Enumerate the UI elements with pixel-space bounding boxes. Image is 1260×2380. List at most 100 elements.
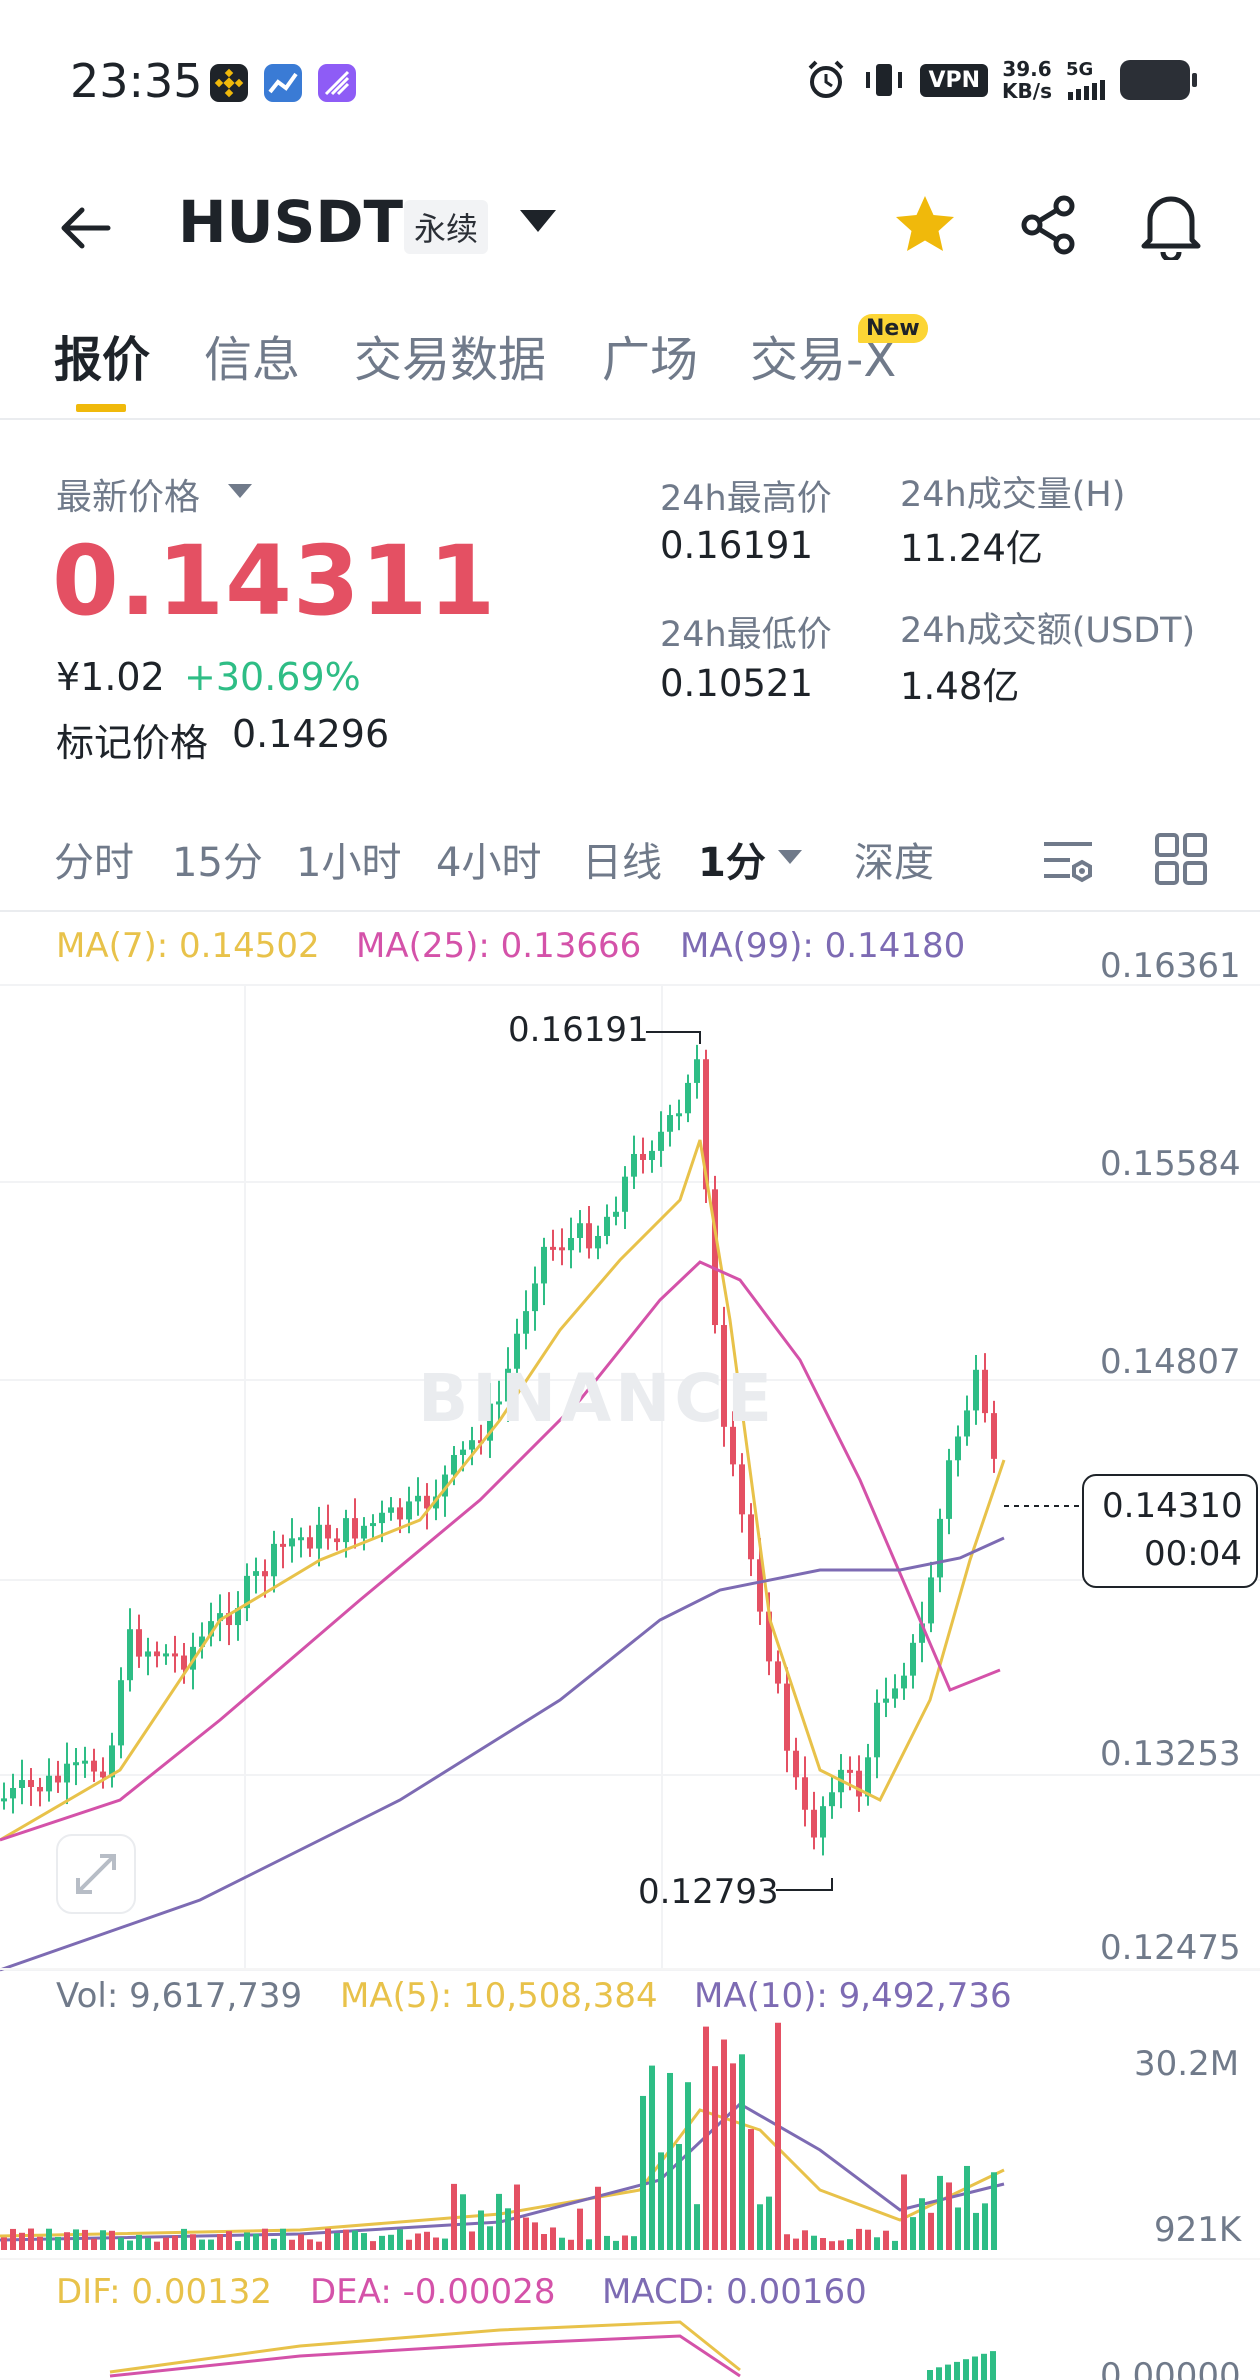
candle-body [307, 1537, 313, 1549]
candle-body [523, 1311, 529, 1334]
favorite-star-icon[interactable] [892, 192, 958, 258]
symbol-title[interactable]: HUSDT [178, 188, 404, 256]
volume-bar [343, 2229, 349, 2250]
candle-body [874, 1702, 880, 1758]
expand-chart-icon[interactable] [56, 1834, 136, 1914]
ma99-legend: MA(99): 0.14180 [680, 926, 966, 966]
tab-info[interactable]: 信息 [204, 332, 301, 388]
candle-body [829, 1792, 835, 1807]
macd-histogram-bar [945, 2364, 951, 2380]
volume-bar [847, 2239, 853, 2250]
volume-bar [982, 2203, 988, 2250]
candle-body [802, 1777, 808, 1810]
volume-bar [613, 2240, 619, 2250]
interval-15m[interactable]: 15分 [172, 840, 263, 886]
volume-bar [658, 2152, 664, 2250]
volume-ma10-line [0, 2102, 1005, 2242]
candle-body [352, 1518, 358, 1539]
tab-trading-data[interactable]: 交易数据 [354, 332, 547, 388]
notification-bell-icon[interactable] [1138, 190, 1204, 260]
interval-depth[interactable]: 深度 [854, 840, 934, 886]
candle-body [991, 1413, 997, 1459]
macd-histogram-bar [963, 2359, 969, 2380]
last-price-label[interactable]: 最新价格 [56, 477, 201, 518]
candle-body [109, 1745, 115, 1778]
chart-settings-icon[interactable] [1040, 832, 1096, 888]
volume-bar [631, 2236, 637, 2250]
volume-bar [676, 2144, 682, 2250]
volume-bar [622, 2235, 628, 2250]
interval-4h[interactable]: 4小时 [436, 840, 542, 886]
candle-body [46, 1775, 52, 1792]
candle-body [181, 1655, 187, 1670]
macd-lines [109, 2320, 996, 2380]
macd-y-tick: 0.00000 [1100, 2356, 1241, 2380]
volume-bar [253, 2233, 259, 2250]
candle-body [136, 1629, 142, 1657]
volume-bar [703, 2026, 709, 2250]
interval-1m[interactable]: 1分 [698, 840, 766, 886]
status-indicators: VPN 39.6 KB/s 5G [804, 58, 1197, 102]
volume-bar [541, 2234, 547, 2250]
tab-quote[interactable]: 报价 [54, 332, 151, 388]
candle-body [235, 1608, 241, 1626]
candle-body [946, 1460, 952, 1519]
volume-bar [361, 2233, 367, 2250]
layout-grid-icon[interactable] [1154, 832, 1208, 886]
interval-line[interactable]: 分时 [54, 840, 134, 886]
back-arrow-icon[interactable] [56, 198, 116, 258]
candle-body [559, 1247, 565, 1251]
symbol-dropdown-icon[interactable] [520, 210, 556, 234]
volume-bar [505, 2208, 511, 2250]
candle-body [118, 1680, 124, 1746]
ma25-legend: MA(25): 0.13666 [356, 926, 642, 966]
volume-bar [289, 2239, 295, 2250]
candle-body [415, 1495, 421, 1502]
vibrate-icon [866, 64, 903, 96]
macd-histogram-bar [936, 2367, 942, 2380]
macd-dif-line [109, 2320, 741, 2374]
volume-bar [451, 2183, 457, 2250]
candle-body [82, 1760, 88, 1764]
current-price-tag[interactable]: 0.14310 00:04 [1082, 1474, 1258, 1588]
volume-bar [712, 2066, 718, 2250]
candle-body [631, 1153, 637, 1177]
volume-bar [856, 2228, 862, 2250]
volume-bars [1, 2022, 997, 2250]
tab-square[interactable]: 广场 [602, 332, 699, 388]
candle-body [145, 1651, 151, 1657]
candle-body [676, 1113, 682, 1117]
candle-body [622, 1176, 628, 1212]
volume-bar [82, 2229, 88, 2250]
candle-body [343, 1518, 349, 1543]
candle-body [586, 1223, 592, 1249]
volume-bar [721, 2039, 727, 2250]
volume-bar [271, 2238, 277, 2250]
price-type-dropdown-icon[interactable] [228, 484, 252, 500]
volume-bar [694, 2204, 700, 2250]
interval-dropdown-icon[interactable] [778, 850, 802, 866]
volume-bar [973, 2212, 979, 2250]
candle-body [55, 1775, 61, 1783]
header: HUSDT 永续 [0, 170, 1260, 280]
volume-24h-value: 11.24亿 [900, 527, 1043, 570]
candle-countdown: 00:04 [1144, 1534, 1242, 1574]
candle-body [289, 1538, 295, 1547]
active-tab-indicator [76, 404, 126, 412]
candle-body [505, 1368, 511, 1402]
volume-bar [955, 2207, 961, 2250]
share-icon[interactable] [1016, 192, 1082, 258]
candle-body [748, 1514, 754, 1560]
candle-body [163, 1653, 169, 1657]
candle-body [604, 1216, 610, 1236]
contract-type-tag: 永续 [404, 200, 489, 254]
volume-bar [307, 2239, 313, 2250]
volume-bar [775, 2022, 781, 2250]
interval-1h[interactable]: 1小时 [296, 840, 402, 886]
volume-bar [919, 2198, 925, 2250]
candle-body [577, 1223, 583, 1238]
volume-bar [487, 2226, 493, 2250]
interval-1d[interactable]: 日线 [582, 840, 662, 886]
candlestick-chart[interactable] [0, 900, 1260, 2380]
candle-body [469, 1440, 475, 1450]
